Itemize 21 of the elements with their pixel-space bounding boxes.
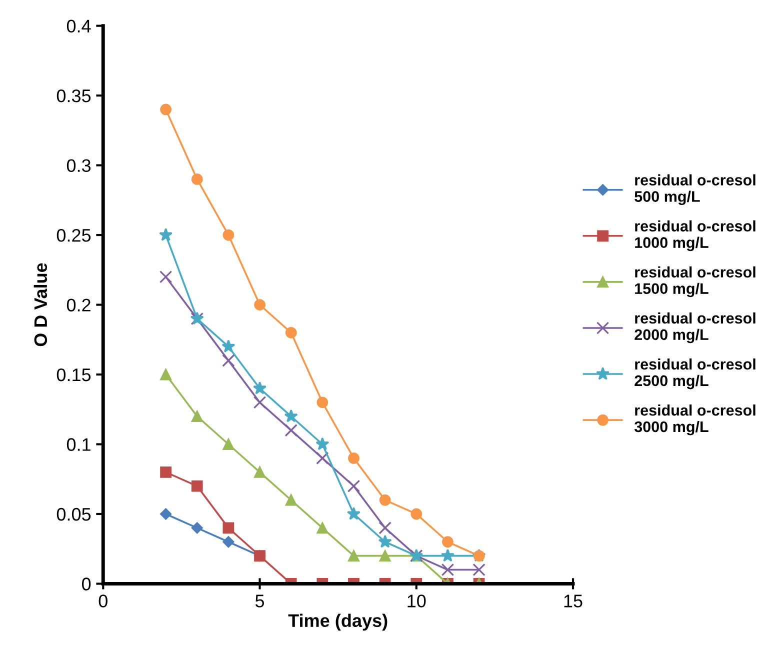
legend-label: residual o-cresol 500 mg/L bbox=[634, 174, 756, 206]
legend-label: residual o-cresol 2000 mg/L bbox=[634, 312, 756, 344]
legend-label: residual o-cresol 2500 mg/L bbox=[634, 358, 756, 390]
y-tick-label: 0.1 bbox=[66, 438, 90, 451]
y-tick-label: 0.25 bbox=[56, 228, 91, 242]
y-axis-title: O D Value bbox=[34, 263, 48, 346]
legend-label: residual o-cresol 1000 mg/L bbox=[635, 220, 756, 252]
legend-label: residual o-cresol 1500 mg/L bbox=[635, 266, 756, 298]
y-tick-label: 0.15 bbox=[56, 368, 91, 382]
y-tick-label: 0.3 bbox=[66, 159, 91, 172]
x-axis-title: Time (days) bbox=[288, 614, 388, 631]
x-tick-label: 15 bbox=[564, 594, 582, 608]
x-tick-label: 10 bbox=[408, 594, 426, 608]
legend-label: residual o-cresol 3000 mg/L bbox=[634, 404, 756, 436]
x-tick-label: 5 bbox=[255, 594, 264, 608]
y-tick-label: 0.4 bbox=[66, 20, 91, 33]
y-tick-label: 0 bbox=[82, 578, 91, 590]
x-tick-label: 0 bbox=[98, 594, 108, 608]
y-tick-label: 0.05 bbox=[56, 508, 91, 521]
y-tick-label: 0.2 bbox=[66, 298, 90, 312]
y-tick-label: 0.35 bbox=[56, 89, 91, 102]
